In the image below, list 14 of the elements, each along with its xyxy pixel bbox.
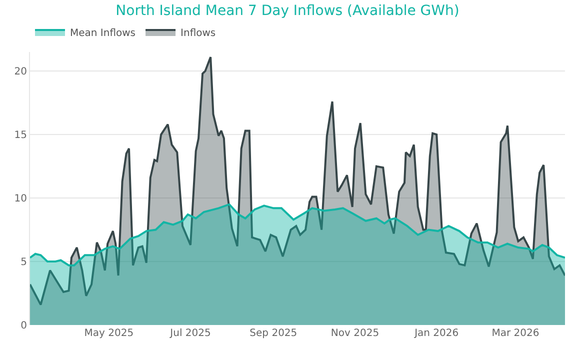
y-tick-label: 20 xyxy=(14,66,27,78)
y-tick-label: 10 xyxy=(14,194,27,205)
x-tick-label: May 2025 xyxy=(84,328,134,339)
legend-label: Inflows xyxy=(180,28,216,39)
y-tick-label: 5 xyxy=(20,257,27,268)
y-tick-label: 0 xyxy=(20,320,27,332)
x-tick-label: Mar 2026 xyxy=(492,328,540,339)
x-tick-label: Jan 2026 xyxy=(414,328,459,339)
x-tick-label: Sep 2025 xyxy=(250,328,298,339)
x-tick-label: Nov 2025 xyxy=(330,328,380,339)
chart-title: North Island Mean 7 Day Inflows (Available GWh) xyxy=(116,3,460,20)
x-tick-label: Jul 2025 xyxy=(169,328,211,339)
legend-label: Mean Inflows xyxy=(70,28,136,39)
y-tick-label: 15 xyxy=(14,130,27,142)
